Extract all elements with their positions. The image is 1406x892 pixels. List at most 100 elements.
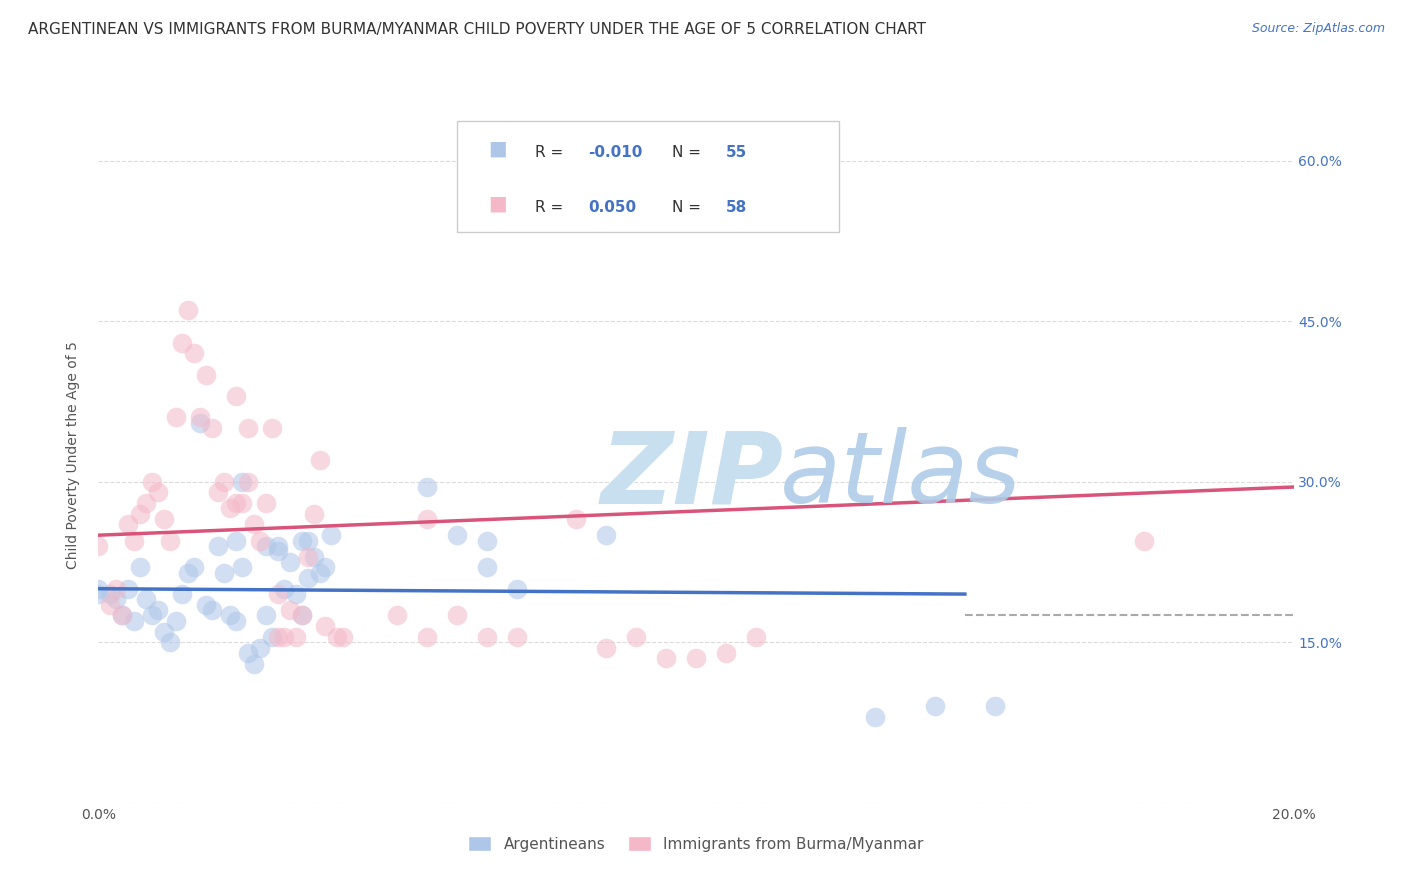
Point — [446, 608, 468, 623]
FancyBboxPatch shape — [457, 121, 839, 232]
Point — [225, 533, 247, 548]
Point — [284, 587, 307, 601]
Text: 0.050: 0.050 — [589, 201, 637, 216]
Point — [111, 608, 134, 623]
Point — [254, 496, 277, 510]
Point — [159, 533, 181, 548]
Point — [207, 539, 229, 553]
Point — [291, 608, 314, 623]
Point — [124, 533, 146, 548]
Point — [188, 416, 211, 430]
Point — [87, 582, 110, 596]
Point — [195, 598, 218, 612]
Point — [655, 651, 678, 665]
Point — [321, 528, 343, 542]
Point — [236, 475, 259, 489]
Point — [446, 528, 468, 542]
Point — [243, 657, 266, 671]
Text: ARGENTINEAN VS IMMIGRANTS FROM BURMA/MYANMAR CHILD POVERTY UNDER THE AGE OF 5 CO: ARGENTINEAN VS IMMIGRANTS FROM BURMA/MYA… — [28, 22, 927, 37]
Point — [87, 587, 110, 601]
Point — [111, 608, 134, 623]
Point — [924, 699, 946, 714]
Point — [201, 421, 224, 435]
Point — [231, 560, 253, 574]
Point — [225, 496, 247, 510]
Point — [148, 485, 170, 500]
Point — [267, 587, 290, 601]
Point — [195, 368, 218, 382]
Point — [254, 539, 277, 553]
Point — [267, 630, 290, 644]
Text: ▪: ▪ — [486, 135, 508, 163]
Point — [302, 507, 325, 521]
Point — [260, 421, 283, 435]
Text: N =: N = — [672, 201, 706, 216]
Point — [506, 630, 529, 644]
Point — [105, 582, 128, 596]
Point — [172, 335, 194, 350]
Point — [595, 640, 617, 655]
Point — [177, 303, 200, 318]
Point — [212, 566, 235, 580]
Point — [105, 592, 128, 607]
Point — [475, 630, 498, 644]
Point — [177, 566, 200, 580]
Point — [308, 453, 330, 467]
Point — [201, 603, 224, 617]
Point — [416, 630, 439, 644]
Point — [153, 512, 176, 526]
Point — [243, 517, 266, 532]
Point — [865, 710, 887, 724]
Point — [332, 630, 354, 644]
Point — [315, 560, 337, 574]
Point — [98, 587, 122, 601]
Point — [183, 346, 205, 360]
Point — [302, 549, 325, 564]
Point — [236, 646, 259, 660]
Text: -0.010: -0.010 — [589, 145, 643, 160]
Point — [159, 635, 181, 649]
Legend: Argentineans, Immigrants from Burma/Myanmar: Argentineans, Immigrants from Burma/Myan… — [463, 830, 929, 858]
Point — [236, 421, 259, 435]
Point — [231, 475, 253, 489]
Point — [595, 528, 617, 542]
Point — [183, 560, 205, 574]
Point — [260, 630, 283, 644]
Point — [225, 389, 247, 403]
Point — [475, 533, 498, 548]
Point — [267, 544, 290, 558]
Point — [685, 651, 707, 665]
Point — [225, 614, 247, 628]
Point — [267, 539, 290, 553]
Point — [984, 699, 1007, 714]
Point — [165, 614, 187, 628]
Point — [87, 539, 110, 553]
Point — [297, 533, 319, 548]
Point — [278, 555, 301, 569]
Point — [98, 598, 122, 612]
Point — [135, 496, 157, 510]
Point — [506, 582, 529, 596]
Point — [278, 603, 301, 617]
Point — [172, 587, 194, 601]
Point — [714, 646, 737, 660]
Point — [153, 624, 176, 639]
Text: Source: ZipAtlas.com: Source: ZipAtlas.com — [1251, 22, 1385, 36]
Point — [212, 475, 235, 489]
Point — [129, 507, 152, 521]
Point — [416, 512, 439, 526]
Point — [207, 485, 229, 500]
Text: R =: R = — [534, 145, 568, 160]
Point — [148, 603, 170, 617]
Point — [129, 560, 152, 574]
Point — [249, 640, 271, 655]
Point — [231, 496, 253, 510]
Point — [308, 566, 330, 580]
Point — [141, 475, 163, 489]
Point — [297, 571, 319, 585]
Point — [315, 619, 337, 633]
Point — [219, 501, 242, 516]
Point — [385, 608, 409, 623]
Point — [124, 614, 146, 628]
Point — [475, 560, 498, 574]
